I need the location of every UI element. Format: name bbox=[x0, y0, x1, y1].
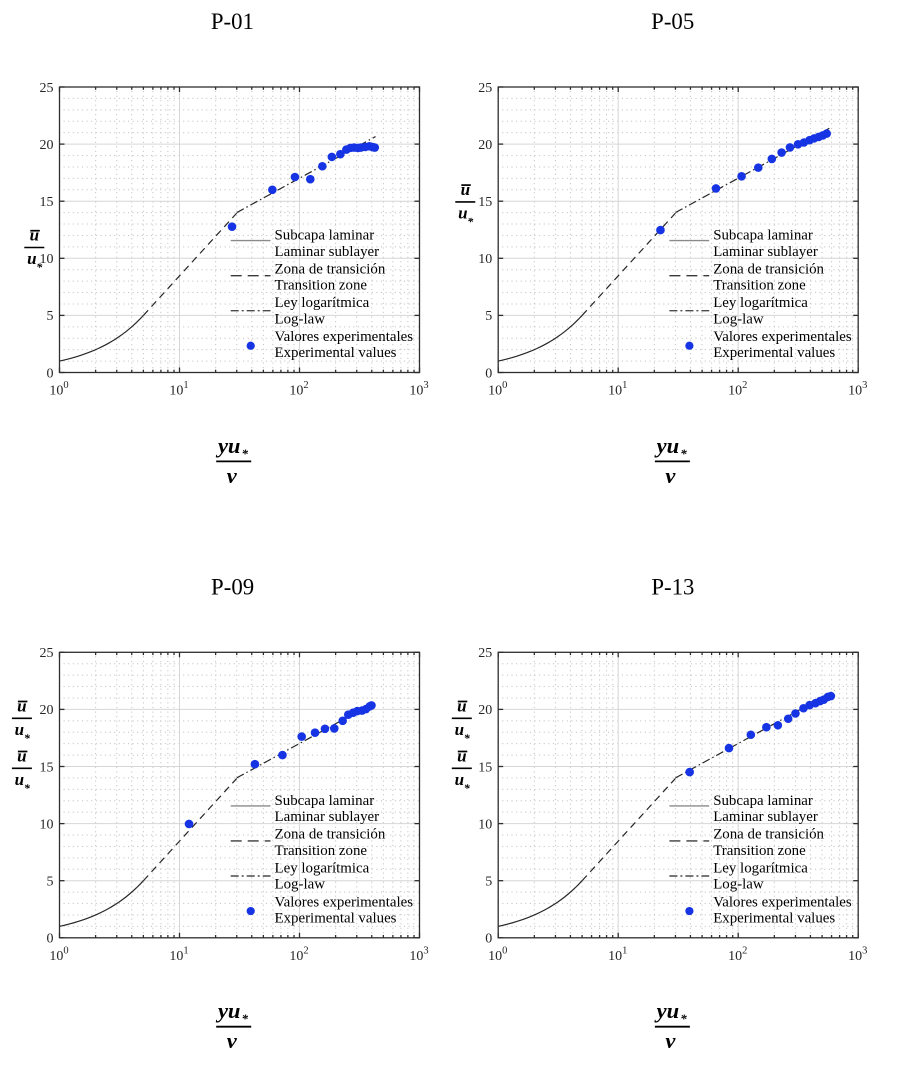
svg-text:Transition zone: Transition zone bbox=[275, 843, 368, 859]
svg-text:u: u bbox=[27, 249, 36, 268]
svg-text:P-01: P-01 bbox=[211, 9, 254, 34]
svg-text:5: 5 bbox=[47, 875, 54, 890]
svg-text:ν: ν bbox=[665, 463, 676, 488]
svg-text:Subcapa laminar: Subcapa laminar bbox=[713, 793, 813, 809]
svg-text:20: 20 bbox=[478, 138, 492, 153]
svg-text:25: 25 bbox=[478, 646, 492, 661]
svg-text:Log-law: Log-law bbox=[275, 311, 326, 327]
svg-text:5: 5 bbox=[47, 309, 54, 324]
svg-text:Valores experimentales: Valores experimentales bbox=[713, 894, 852, 910]
svg-text:Ley logarítmica: Ley logarítmica bbox=[713, 295, 808, 311]
svg-text:0: 0 bbox=[47, 932, 54, 947]
svg-text:Zona de transición: Zona de transición bbox=[275, 261, 386, 277]
svg-text:yu: yu bbox=[215, 433, 241, 458]
svg-text:u: u bbox=[458, 203, 467, 222]
svg-text:10: 10 bbox=[40, 252, 54, 267]
svg-text:Subcapa laminar: Subcapa laminar bbox=[275, 793, 375, 809]
svg-text:ν: ν bbox=[227, 1028, 238, 1053]
svg-text:*: * bbox=[24, 781, 31, 795]
svg-text:u: u bbox=[457, 696, 466, 715]
svg-text:Experimental values: Experimental values bbox=[713, 911, 835, 927]
svg-text:ν: ν bbox=[227, 463, 238, 488]
svg-text:yu: yu bbox=[215, 998, 241, 1023]
svg-text:u: u bbox=[455, 770, 464, 789]
svg-text:Log-law: Log-law bbox=[713, 311, 764, 327]
svg-text:u: u bbox=[15, 720, 24, 739]
svg-text:Laminar sublayer: Laminar sublayer bbox=[713, 809, 818, 825]
svg-text:Ley logarítmica: Ley logarítmica bbox=[275, 861, 370, 877]
svg-text:10: 10 bbox=[478, 817, 492, 832]
svg-text:*: * bbox=[680, 446, 687, 461]
svg-text:ν: ν bbox=[665, 1028, 676, 1053]
svg-text:*: * bbox=[464, 781, 471, 795]
svg-text:u: u bbox=[15, 770, 24, 789]
svg-text:Laminar sublayer: Laminar sublayer bbox=[275, 244, 380, 260]
svg-text:20: 20 bbox=[40, 703, 54, 718]
svg-text:20: 20 bbox=[40, 138, 54, 153]
svg-text:u: u bbox=[17, 746, 26, 765]
svg-text:5: 5 bbox=[485, 309, 492, 324]
svg-text:5: 5 bbox=[485, 875, 492, 890]
svg-text:Transition zone: Transition zone bbox=[713, 843, 806, 859]
svg-text:*: * bbox=[467, 214, 474, 228]
svg-text:*: * bbox=[680, 1011, 687, 1026]
svg-text:P-13: P-13 bbox=[651, 574, 694, 599]
svg-text:25: 25 bbox=[478, 81, 492, 96]
svg-text:*: * bbox=[242, 1011, 249, 1026]
svg-text:Ley logarítmica: Ley logarítmica bbox=[713, 861, 808, 877]
svg-text:20: 20 bbox=[478, 703, 492, 718]
svg-text:10: 10 bbox=[478, 252, 492, 267]
svg-text:Valores experimentales: Valores experimentales bbox=[275, 894, 414, 910]
svg-text:*: * bbox=[464, 731, 471, 745]
svg-text:25: 25 bbox=[40, 646, 54, 661]
svg-text:Laminar sublayer: Laminar sublayer bbox=[713, 244, 818, 260]
svg-text:Transition zone: Transition zone bbox=[713, 278, 806, 294]
svg-text:Subcapa laminar: Subcapa laminar bbox=[713, 228, 813, 244]
svg-text:Valores experimentales: Valores experimentales bbox=[275, 329, 414, 345]
svg-text:u: u bbox=[17, 696, 26, 715]
svg-text:Zona de transición: Zona de transición bbox=[713, 261, 824, 277]
svg-text:*: * bbox=[36, 260, 43, 274]
svg-text:P-09: P-09 bbox=[211, 574, 254, 599]
svg-text:Ley logarítmica: Ley logarítmica bbox=[275, 295, 370, 311]
svg-text:u: u bbox=[457, 746, 466, 765]
svg-text:15: 15 bbox=[40, 195, 54, 210]
svg-text:Zona de transición: Zona de transición bbox=[275, 827, 386, 843]
svg-text:yu: yu bbox=[654, 433, 680, 458]
svg-text:Log-law: Log-law bbox=[713, 877, 764, 893]
svg-text:P-05: P-05 bbox=[651, 9, 694, 34]
svg-text:*: * bbox=[242, 446, 249, 461]
svg-text:0: 0 bbox=[47, 366, 54, 381]
svg-text:yu: yu bbox=[654, 998, 680, 1023]
svg-text:0: 0 bbox=[485, 932, 492, 947]
svg-text:15: 15 bbox=[40, 760, 54, 775]
svg-text:10: 10 bbox=[40, 817, 54, 832]
svg-text:*: * bbox=[24, 731, 31, 745]
svg-text:Laminar sublayer: Laminar sublayer bbox=[275, 809, 380, 825]
svg-text:15: 15 bbox=[478, 195, 492, 210]
svg-text:Experimental values: Experimental values bbox=[275, 345, 397, 361]
svg-text:Log-law: Log-law bbox=[275, 877, 326, 893]
svg-text:Subcapa laminar: Subcapa laminar bbox=[275, 228, 375, 244]
svg-text:15: 15 bbox=[478, 760, 492, 775]
svg-text:Experimental values: Experimental values bbox=[713, 345, 835, 361]
svg-text:0: 0 bbox=[485, 366, 492, 381]
svg-text:25: 25 bbox=[40, 81, 54, 96]
svg-text:u: u bbox=[455, 720, 464, 739]
svg-text:u: u bbox=[461, 180, 470, 199]
svg-text:Transition zone: Transition zone bbox=[275, 278, 368, 294]
svg-text:Zona de transición: Zona de transición bbox=[713, 827, 824, 843]
svg-text:u: u bbox=[30, 226, 39, 245]
svg-text:Valores experimentales: Valores experimentales bbox=[713, 329, 852, 345]
svg-text:Experimental values: Experimental values bbox=[275, 911, 397, 927]
